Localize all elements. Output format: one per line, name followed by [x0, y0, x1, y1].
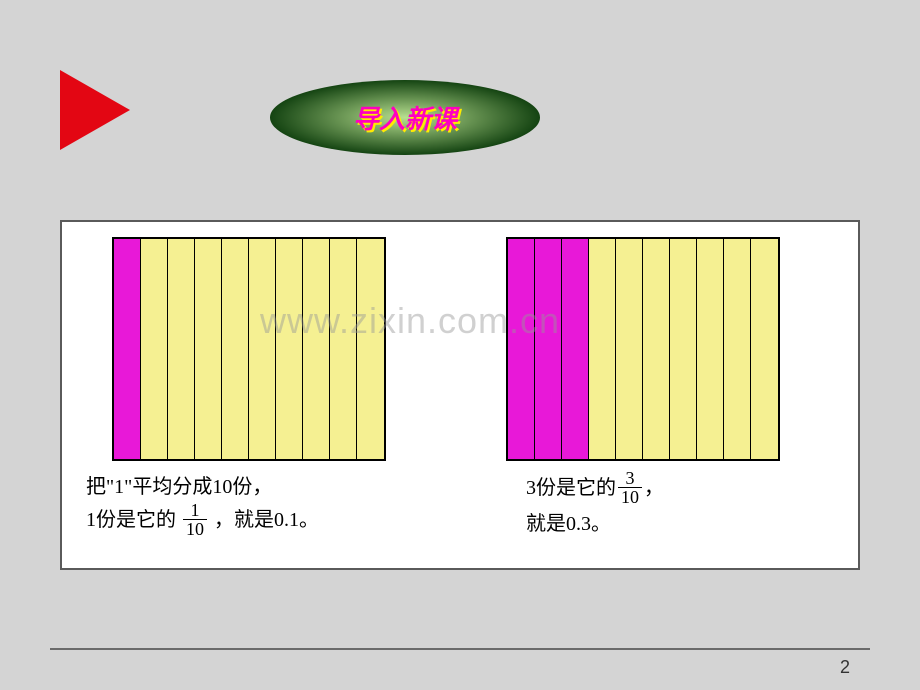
caption-text: ，	[644, 477, 664, 499]
bar-segment	[114, 239, 141, 459]
bar-segment	[276, 239, 303, 459]
bar-segment	[724, 239, 751, 459]
bar-segment	[249, 239, 276, 459]
title-text: 导入新课	[353, 99, 457, 136]
caption-text: 就是0.3。	[526, 513, 611, 535]
right-bar-chart	[506, 237, 780, 461]
bar-segment	[508, 239, 535, 459]
fraction-denominator: 10	[183, 520, 207, 538]
slide-container: 导入新课 把"1"平均分成10份， 1份是它的 1 10 ，就是0.1。	[50, 30, 870, 650]
left-bar-chart	[112, 237, 386, 461]
caption-text: ，就是0.1。	[214, 509, 319, 531]
bar-segment	[751, 239, 778, 459]
fraction-denominator: 10	[618, 488, 642, 506]
right-caption: 3份是它的 3 10 ， 就是0.3。	[526, 471, 664, 540]
caption-text: 1份是它的	[86, 509, 176, 531]
triangle-bullet-icon	[60, 70, 130, 150]
fraction: 3 10	[618, 469, 642, 506]
fraction: 1 10	[183, 501, 207, 538]
bar-segment	[330, 239, 357, 459]
bar-segment	[222, 239, 249, 459]
page-number: 2	[840, 657, 850, 678]
left-caption: 把"1"平均分成10份， 1份是它的 1 10 ，就是0.1。	[86, 471, 319, 540]
bar-segment	[535, 239, 562, 459]
bar-segment	[357, 239, 384, 459]
footer-divider	[50, 648, 870, 650]
bar-segment	[589, 239, 616, 459]
bar-segment	[670, 239, 697, 459]
caption-text: 把"1"平均分成10份，	[86, 476, 272, 498]
bar-segment	[303, 239, 330, 459]
title-ellipse: 导入新课	[270, 80, 540, 155]
fraction-numerator: 3	[618, 469, 642, 488]
caption-text: 3份是它的	[526, 477, 616, 499]
bar-segment	[195, 239, 222, 459]
bar-segment	[168, 239, 195, 459]
bar-segment	[141, 239, 168, 459]
content-box: 把"1"平均分成10份， 1份是它的 1 10 ，就是0.1。 3份是它的 3 …	[60, 220, 860, 570]
right-chart-group: 3份是它的 3 10 ， 就是0.3。	[506, 237, 780, 540]
left-chart-group: 把"1"平均分成10份， 1份是它的 1 10 ，就是0.1。	[112, 237, 386, 540]
bar-segment	[616, 239, 643, 459]
bar-segment	[562, 239, 589, 459]
bar-segment	[643, 239, 670, 459]
charts-row: 把"1"平均分成10份， 1份是它的 1 10 ，就是0.1。 3份是它的 3 …	[82, 237, 838, 540]
fraction-numerator: 1	[183, 501, 207, 520]
bar-segment	[697, 239, 724, 459]
